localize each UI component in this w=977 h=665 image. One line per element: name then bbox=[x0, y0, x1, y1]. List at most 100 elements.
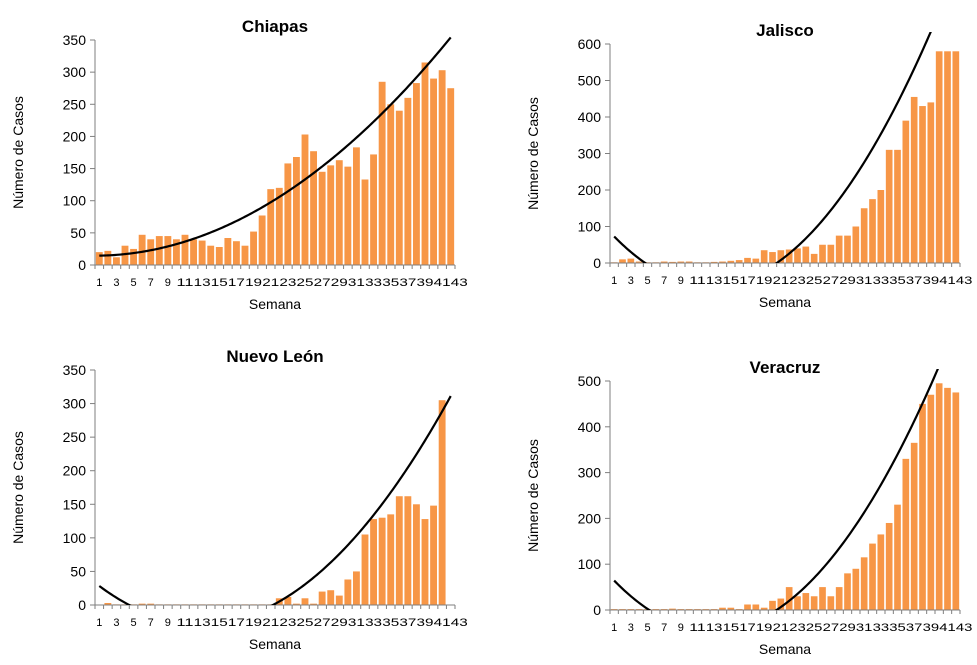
x-tick-label: 31 bbox=[348, 277, 365, 289]
bar bbox=[827, 596, 835, 610]
bar bbox=[719, 261, 726, 263]
x-tick-label: 43 bbox=[451, 277, 468, 289]
bar bbox=[104, 602, 112, 605]
bar bbox=[378, 81, 386, 265]
x-tick-label: 33 bbox=[873, 622, 890, 634]
x-tick-label: 13 bbox=[194, 617, 211, 629]
bar bbox=[421, 62, 429, 265]
bar bbox=[819, 244, 826, 263]
bar bbox=[685, 261, 693, 263]
x-tick-label: 27 bbox=[823, 275, 840, 287]
bar bbox=[378, 517, 386, 605]
x-tick-label: 41 bbox=[434, 617, 451, 629]
bar bbox=[760, 607, 768, 610]
x-tick-label: 19 bbox=[245, 617, 262, 629]
y-tick-label: 100 bbox=[578, 556, 602, 572]
bar bbox=[935, 51, 943, 263]
y-tick-label: 300 bbox=[63, 396, 87, 412]
bar bbox=[293, 157, 300, 265]
bar bbox=[318, 591, 326, 605]
x-tick-label: 19 bbox=[756, 275, 773, 287]
chart-title: Jalisco bbox=[756, 21, 814, 40]
bar bbox=[810, 596, 818, 610]
bar bbox=[785, 587, 793, 610]
bar bbox=[627, 258, 635, 263]
y-tick-label: 350 bbox=[63, 362, 87, 378]
bar bbox=[852, 226, 860, 263]
x-tick-label: 35 bbox=[382, 617, 399, 629]
y-tick-label: 200 bbox=[63, 463, 87, 479]
trend-line bbox=[613, 369, 939, 610]
x-tick-label: 27 bbox=[314, 277, 331, 289]
y-tick-label: 350 bbox=[63, 32, 87, 48]
x-tick-label: 39 bbox=[417, 617, 434, 629]
bar bbox=[794, 248, 801, 263]
bar bbox=[327, 165, 335, 265]
bar bbox=[155, 236, 163, 265]
x-tick-label: 29 bbox=[331, 617, 348, 629]
y-tick-label: 200 bbox=[578, 510, 602, 526]
bar bbox=[919, 403, 926, 610]
x-tick-label: 21 bbox=[773, 275, 790, 287]
bar bbox=[869, 199, 876, 264]
bar bbox=[395, 110, 403, 266]
bar bbox=[885, 522, 893, 610]
bar bbox=[802, 593, 810, 610]
x-tick-label: 7 bbox=[148, 617, 154, 629]
bar bbox=[335, 595, 343, 605]
bar bbox=[777, 250, 785, 263]
x-tick-label: 11 bbox=[177, 277, 194, 289]
y-tick-label: 0 bbox=[593, 255, 601, 271]
bar bbox=[215, 247, 223, 265]
bar bbox=[927, 394, 935, 610]
bar bbox=[233, 241, 240, 265]
x-tick-label: 43 bbox=[956, 275, 973, 287]
x-tick-label: 1 bbox=[611, 622, 617, 634]
trend-line bbox=[613, 32, 932, 263]
y-tick-label: 50 bbox=[70, 225, 86, 241]
x-tick-label: 7 bbox=[148, 277, 154, 289]
x-tick-label: 29 bbox=[331, 277, 348, 289]
bar bbox=[335, 160, 343, 265]
x-tick-label: 25 bbox=[297, 277, 314, 289]
x-tick-label: 15 bbox=[723, 622, 740, 634]
bar bbox=[835, 587, 843, 610]
x-tick-label: 27 bbox=[314, 617, 331, 629]
y-tick-label: 200 bbox=[63, 128, 87, 144]
x-tick-label: 21 bbox=[773, 622, 790, 634]
bar bbox=[894, 504, 901, 610]
bar bbox=[752, 258, 760, 263]
bar bbox=[344, 166, 352, 265]
y-tick-label: 0 bbox=[78, 597, 86, 613]
x-tick-label: 41 bbox=[939, 622, 956, 634]
x-tick-label: 19 bbox=[756, 622, 773, 634]
bar bbox=[669, 261, 676, 263]
bar bbox=[421, 519, 429, 605]
y-tick-label: 300 bbox=[63, 64, 87, 80]
bar bbox=[877, 190, 885, 263]
bar bbox=[147, 603, 155, 605]
x-tick-label: 1 bbox=[96, 617, 102, 629]
bar bbox=[138, 603, 146, 605]
x-tick-label: 39 bbox=[923, 275, 940, 287]
bar bbox=[852, 568, 860, 610]
bar bbox=[95, 252, 103, 265]
bar bbox=[413, 504, 420, 605]
x-tick-label: 31 bbox=[856, 622, 873, 634]
bar bbox=[869, 543, 876, 610]
bar bbox=[844, 235, 851, 264]
x-axis-label: Semana bbox=[249, 636, 301, 652]
x-tick-label: 15 bbox=[211, 617, 228, 629]
y-axis-label: Número de Casos bbox=[10, 96, 26, 209]
bar bbox=[744, 604, 751, 610]
y-tick-label: 300 bbox=[578, 465, 602, 481]
bar bbox=[327, 590, 335, 605]
bar bbox=[190, 239, 197, 265]
bar bbox=[275, 187, 283, 265]
bar bbox=[430, 78, 437, 265]
bar bbox=[760, 250, 768, 263]
x-tick-label: 31 bbox=[348, 617, 365, 629]
bar bbox=[785, 249, 793, 263]
y-tick-label: 250 bbox=[63, 429, 87, 445]
